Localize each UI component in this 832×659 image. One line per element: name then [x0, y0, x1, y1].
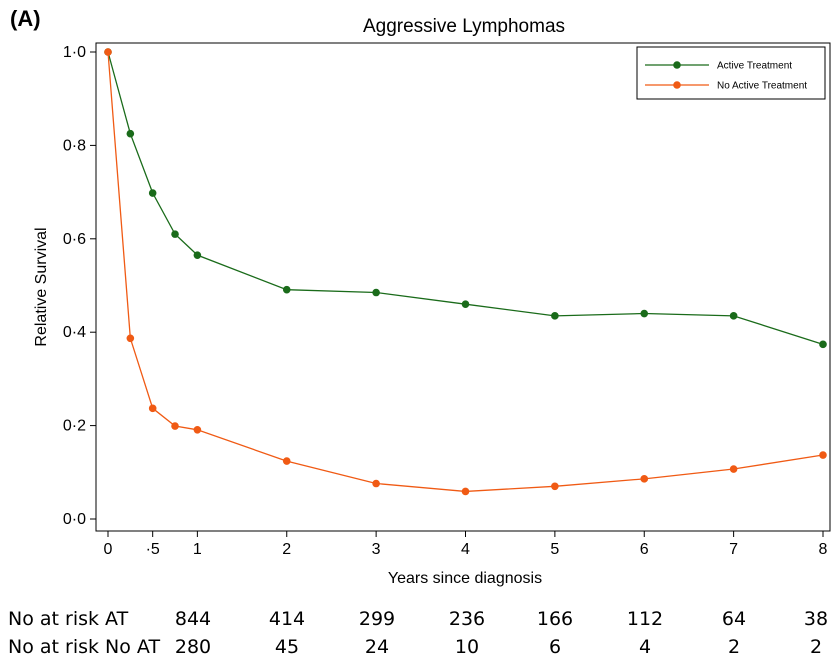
series-layer	[104, 48, 827, 496]
data-point	[193, 426, 202, 434]
x-tick-label: 7	[729, 541, 738, 558]
x-tick-label: 1	[193, 541, 202, 558]
data-point	[819, 451, 827, 459]
x-tick-label: 8	[819, 541, 828, 558]
risk-cell: 45	[274, 636, 300, 658]
x-tick-label: 2	[282, 541, 291, 558]
data-point	[171, 230, 179, 238]
x-tick-label: ·5	[146, 541, 160, 558]
series-line-1	[107, 51, 824, 493]
legend-box	[636, 46, 826, 100]
risk-cell: 2	[727, 636, 741, 658]
y-tick-label: 0·2	[63, 418, 86, 435]
chart-title: Aggressive Lymphomas	[363, 16, 565, 37]
data-point	[193, 251, 202, 259]
panel-label: (A)	[10, 6, 41, 31]
legend: Active Treatment No Active Treatment	[636, 46, 826, 100]
data-point	[148, 404, 157, 413]
legend-swatch-marker	[673, 81, 681, 89]
data-point	[171, 422, 179, 430]
data-point	[126, 334, 135, 343]
y-tick-label: 0·0	[63, 511, 86, 528]
data-point	[819, 340, 827, 349]
data-point	[282, 285, 291, 294]
risk-cell: 38	[803, 608, 829, 630]
risk-cell: 166	[536, 608, 574, 630]
data-point	[282, 457, 291, 465]
data-point	[148, 189, 157, 197]
risk-cell: 414	[268, 608, 306, 630]
plot-frame	[95, 42, 831, 532]
risk-cell: 236	[448, 608, 486, 630]
data-point	[640, 309, 649, 318]
risk-cell: 10	[454, 636, 480, 658]
risk-cell: 4	[638, 636, 652, 658]
legend-label: Active Treatment	[717, 61, 792, 72]
risk-cell: 2	[809, 636, 823, 658]
data-point	[372, 479, 380, 488]
risk-table: No at risk AT 844 414 299 236 166 112 64 38 No at…	[0, 608, 832, 658]
risk-row-label: No at risk No AT	[8, 636, 161, 658]
legend-swatch-marker	[673, 61, 681, 69]
x-axis-label: Years since diagnosis	[388, 570, 542, 587]
legend-label: No Active Treatment	[717, 81, 807, 92]
risk-cell: 280	[174, 636, 212, 658]
data-point	[551, 312, 559, 320]
risk-cell: 64	[721, 608, 747, 630]
y-tick-label: 0·4	[63, 324, 86, 341]
data-point	[729, 465, 738, 473]
x-tick-label: 0	[104, 541, 113, 558]
survival-chart: Aggressive Lymphomas 0 ·5 1 2 3 4 5 6 7 8 0·0 0·2 0·…	[33, 16, 831, 587]
risk-row-label: No at risk AT	[8, 608, 129, 630]
data-point	[640, 475, 649, 483]
y-tick-label: 0·8	[63, 137, 86, 154]
x-tick-label: 5	[550, 541, 559, 558]
axes: 0 ·5 1 2 3 4 5 6 7 8 0·0 0·2 0·4 0·6 0·8 1·0	[63, 44, 828, 558]
data-point	[372, 288, 380, 297]
risk-cell: 299	[358, 608, 396, 630]
y-tick-label: 1·0	[63, 44, 86, 61]
risk-cell: 112	[626, 608, 664, 630]
y-axis-label: Relative Survival	[33, 227, 50, 346]
data-point	[729, 312, 738, 320]
data-point	[461, 487, 470, 496]
x-tick-label: 6	[640, 541, 649, 558]
risk-cell: 24	[364, 636, 390, 658]
data-point	[461, 300, 470, 308]
data-point	[104, 48, 112, 56]
y-tick-label: 0·6	[63, 231, 86, 248]
data-point	[551, 482, 559, 491]
series-line-0	[107, 51, 824, 345]
x-tick-label: 3	[372, 541, 381, 558]
data-point	[126, 129, 135, 138]
risk-cell: 6	[548, 636, 562, 658]
risk-cell: 844	[174, 608, 212, 630]
x-tick-label: 4	[461, 541, 470, 558]
